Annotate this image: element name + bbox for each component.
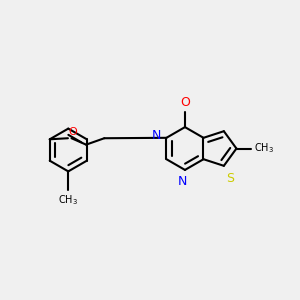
Text: N: N [152, 129, 161, 142]
Text: S: S [226, 172, 234, 185]
Text: O: O [180, 96, 190, 109]
Text: N: N [177, 175, 187, 188]
Text: O: O [69, 127, 78, 137]
Text: CH$_3$: CH$_3$ [254, 142, 274, 155]
Text: CH$_3$: CH$_3$ [58, 193, 78, 207]
